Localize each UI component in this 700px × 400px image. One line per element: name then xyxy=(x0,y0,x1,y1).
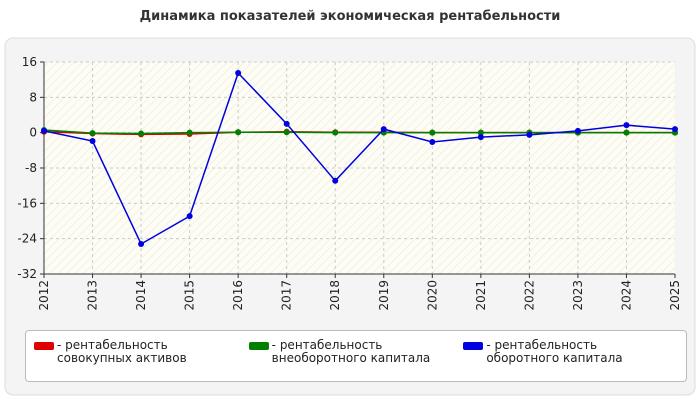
point xyxy=(186,129,193,136)
point xyxy=(672,126,678,133)
legend-swatch xyxy=(248,342,269,350)
legend-item: - рентабельность оборотного капитала xyxy=(463,339,678,381)
legend-label: - рентабельность совокупных активов xyxy=(57,338,187,365)
point xyxy=(526,131,533,138)
point xyxy=(41,127,47,134)
point xyxy=(477,134,484,141)
point xyxy=(283,129,290,136)
x-tick-label: 2013 xyxy=(86,280,100,311)
chart-title: Динамика показателей экономическая рента… xyxy=(140,9,561,24)
point xyxy=(380,126,387,133)
point xyxy=(332,177,339,184)
legend-label: - рентабельность оборотного капитала xyxy=(486,338,623,365)
x-tick-label: 2024 xyxy=(619,280,633,311)
series-line xyxy=(43,129,675,135)
x-tick-label: 2018 xyxy=(328,280,342,311)
x-tick-label: 2012 xyxy=(37,280,51,311)
x-tick-label: 2014 xyxy=(134,280,148,311)
x-tick-label: 2022 xyxy=(522,280,536,311)
point xyxy=(623,122,630,129)
y-tick-label: 8 xyxy=(29,90,37,104)
point xyxy=(623,129,630,136)
legend: - рентабельность совокупных активов - рен… xyxy=(25,330,687,382)
legend-swatch xyxy=(463,342,484,350)
series-line xyxy=(43,71,676,246)
y-tick-label: -32 xyxy=(17,267,37,281)
point xyxy=(332,129,339,136)
point xyxy=(186,213,193,220)
x-tick-label: 2025 xyxy=(668,280,682,311)
point xyxy=(235,129,242,136)
point xyxy=(89,138,96,145)
y-tick-label: -16 xyxy=(17,196,37,210)
legend-item: - рентабельность внеоборотного капитала xyxy=(248,338,464,381)
point xyxy=(477,129,484,136)
point xyxy=(429,129,436,136)
y-tick-label: -8 xyxy=(25,161,37,175)
x-tick-label: 2020 xyxy=(425,280,439,311)
point xyxy=(138,240,145,247)
point xyxy=(429,138,436,145)
legend-swatch xyxy=(34,342,54,350)
x-tick-label: 2015 xyxy=(183,280,197,311)
x-tick-label: 2021 xyxy=(474,280,488,311)
point xyxy=(283,120,290,127)
point xyxy=(138,130,145,137)
y-tick-label: 16 xyxy=(22,55,37,69)
point xyxy=(89,130,96,137)
legend-label: - рентабельность внеоборотного капитала xyxy=(271,338,431,365)
y-tick-label: 0 xyxy=(29,126,37,140)
point xyxy=(574,127,581,134)
x-tick-label: 2016 xyxy=(231,280,245,311)
y-tick-label: -24 xyxy=(17,232,37,246)
legend-item: - рентабельность совокупных активов xyxy=(34,339,249,381)
x-tick-label: 2019 xyxy=(377,280,391,311)
x-tick-label: 2017 xyxy=(280,280,294,311)
point xyxy=(235,70,242,77)
x-tick-label: 2023 xyxy=(571,280,585,311)
